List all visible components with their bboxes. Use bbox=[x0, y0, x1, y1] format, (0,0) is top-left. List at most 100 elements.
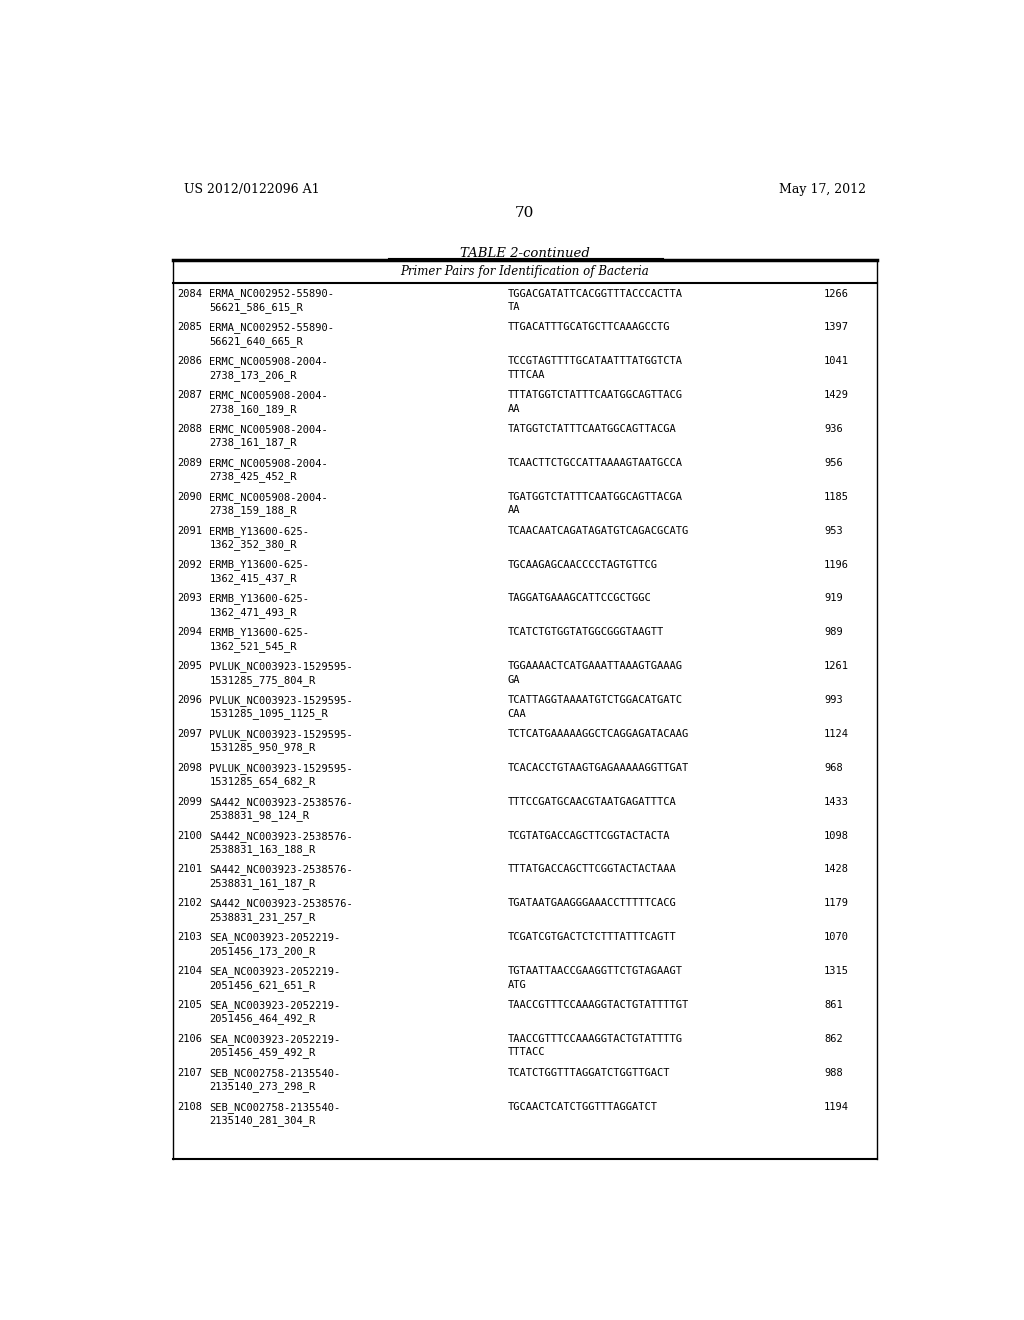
Text: SA442_NC003923-2538576-: SA442_NC003923-2538576- bbox=[209, 797, 353, 808]
Text: 1266: 1266 bbox=[824, 289, 849, 298]
Text: ERMC_NC005908-2004-: ERMC_NC005908-2004- bbox=[209, 458, 328, 469]
Text: TTTATGACCAGCTTCGGTACTACTAAA: TTTATGACCAGCTTCGGTACTACTAAA bbox=[508, 865, 677, 874]
Text: TCACACCTGTAAGTGAGAAAAAGGTTGAT: TCACACCTGTAAGTGAGAAAAAGGTTGAT bbox=[508, 763, 689, 772]
Text: Primer Pairs for Identification of Bacteria: Primer Pairs for Identification of Bacte… bbox=[400, 264, 649, 277]
Text: TGGACGATATTCACGGTTTACCCACTTA: TGGACGATATTCACGGTTTACCCACTTA bbox=[508, 289, 683, 298]
Text: 2089: 2089 bbox=[177, 458, 202, 467]
Text: 2099: 2099 bbox=[177, 797, 202, 807]
Text: 2086: 2086 bbox=[177, 356, 202, 366]
Text: PVLUK_NC003923-1529595-: PVLUK_NC003923-1529595- bbox=[209, 763, 353, 774]
Text: 1070: 1070 bbox=[824, 932, 849, 942]
Text: 919: 919 bbox=[824, 594, 843, 603]
Text: ERMB_Y13600-625-: ERMB_Y13600-625- bbox=[209, 560, 309, 570]
Text: TGATGGTCTATTTCAATGGCAGTTACGA: TGATGGTCTATTTCAATGGCAGTTACGA bbox=[508, 492, 683, 502]
Text: TGCAAGAGCAACCCCTAGTGTTCG: TGCAAGAGCAACCCCTAGTGTTCG bbox=[508, 560, 657, 569]
Text: 2102: 2102 bbox=[177, 899, 202, 908]
Text: 2738_173_206_R: 2738_173_206_R bbox=[209, 370, 297, 380]
Text: 862: 862 bbox=[824, 1034, 843, 1044]
Text: TTGACATTTGCATGCTTCAAAGCCTG: TTGACATTTGCATGCTTCAAAGCCTG bbox=[508, 322, 671, 333]
Text: SEA_NC003923-2052219-: SEA_NC003923-2052219- bbox=[209, 1001, 341, 1011]
Text: 2087: 2087 bbox=[177, 391, 202, 400]
Text: 953: 953 bbox=[824, 525, 843, 536]
Text: 1433: 1433 bbox=[824, 797, 849, 807]
Text: TTTATGGTCTATTTCAATGGCAGTTACG: TTTATGGTCTATTTCAATGGCAGTTACG bbox=[508, 391, 683, 400]
Text: 1362_521_545_R: 1362_521_545_R bbox=[209, 640, 297, 652]
Text: 1098: 1098 bbox=[824, 830, 849, 841]
Text: 956: 956 bbox=[824, 458, 843, 467]
Text: 1531285_950_978_R: 1531285_950_978_R bbox=[209, 742, 315, 754]
Text: 56621_586_615_R: 56621_586_615_R bbox=[209, 302, 303, 313]
Text: 1362_471_493_R: 1362_471_493_R bbox=[209, 607, 297, 618]
Text: SA442_NC003923-2538576-: SA442_NC003923-2538576- bbox=[209, 899, 353, 909]
Text: TA: TA bbox=[508, 302, 520, 312]
Text: 1185: 1185 bbox=[824, 492, 849, 502]
Text: 2135140_281_304_R: 2135140_281_304_R bbox=[209, 1115, 315, 1126]
Text: TCATCTGGTTTAGGATCTGGTTGACT: TCATCTGGTTTAGGATCTGGTTGACT bbox=[508, 1068, 671, 1077]
Text: 2095: 2095 bbox=[177, 661, 202, 671]
Text: 1531285_775_804_R: 1531285_775_804_R bbox=[209, 675, 315, 685]
Text: TCAACTTCTGCCATTAAAAGTAATGCCA: TCAACTTCTGCCATTAAAAGTAATGCCA bbox=[508, 458, 683, 467]
Text: SEA_NC003923-2052219-: SEA_NC003923-2052219- bbox=[209, 1034, 341, 1045]
Text: 2051456_459_492_R: 2051456_459_492_R bbox=[209, 1047, 315, 1059]
Text: 2738_425_452_R: 2738_425_452_R bbox=[209, 471, 297, 482]
Text: SEA_NC003923-2052219-: SEA_NC003923-2052219- bbox=[209, 932, 341, 944]
Text: 1531285_654_682_R: 1531285_654_682_R bbox=[209, 776, 315, 787]
Text: TAACCGTTTCCAAAGGTACTGTATTTTG: TAACCGTTTCCAAAGGTACTGTATTTTG bbox=[508, 1034, 683, 1044]
Text: 2085: 2085 bbox=[177, 322, 202, 333]
Text: 1315: 1315 bbox=[824, 966, 849, 975]
Text: SA442_NC003923-2538576-: SA442_NC003923-2538576- bbox=[209, 830, 353, 842]
Text: PVLUK_NC003923-1529595-: PVLUK_NC003923-1529595- bbox=[209, 696, 353, 706]
Text: 2088: 2088 bbox=[177, 424, 202, 434]
Text: TGCAACTCATCTGGTTTAGGATCT: TGCAACTCATCTGGTTTAGGATCT bbox=[508, 1102, 657, 1111]
Text: 2103: 2103 bbox=[177, 932, 202, 942]
Text: May 17, 2012: May 17, 2012 bbox=[779, 183, 866, 197]
Text: 70: 70 bbox=[515, 206, 535, 220]
Text: TGGAAAACTCATGAAATTAAAGTGAAAG: TGGAAAACTCATGAAATTAAAGTGAAAG bbox=[508, 661, 683, 671]
Text: 1261: 1261 bbox=[824, 661, 849, 671]
Text: 1196: 1196 bbox=[824, 560, 849, 569]
Text: 1531285_1095_1125_R: 1531285_1095_1125_R bbox=[209, 709, 328, 719]
Text: 1041: 1041 bbox=[824, 356, 849, 366]
Text: 2104: 2104 bbox=[177, 966, 202, 975]
Text: 2135140_273_298_R: 2135140_273_298_R bbox=[209, 1081, 315, 1092]
Text: ERMC_NC005908-2004-: ERMC_NC005908-2004- bbox=[209, 492, 328, 503]
Text: 2091: 2091 bbox=[177, 525, 202, 536]
Text: 2051456_173_200_R: 2051456_173_200_R bbox=[209, 945, 315, 957]
Text: TCATCTGTGGTATGGCGGGTAAGTT: TCATCTGTGGTATGGCGGGTAAGTT bbox=[508, 627, 664, 638]
Text: ERMA_NC002952-55890-: ERMA_NC002952-55890- bbox=[209, 289, 335, 300]
Text: SA442_NC003923-2538576-: SA442_NC003923-2538576- bbox=[209, 865, 353, 875]
Text: TCGATCGTGACTCTCTTTATTTCAGTT: TCGATCGTGACTCTCTTTATTTCAGTT bbox=[508, 932, 677, 942]
Text: ATG: ATG bbox=[508, 979, 526, 990]
Text: 2107: 2107 bbox=[177, 1068, 202, 1077]
Text: 56621_640_665_R: 56621_640_665_R bbox=[209, 335, 303, 347]
Text: TAACCGTTTCCAAAGGTACTGTATTTTGT: TAACCGTTTCCAAAGGTACTGTATTTTGT bbox=[508, 1001, 689, 1010]
Text: 2538831_231_257_R: 2538831_231_257_R bbox=[209, 912, 315, 923]
Text: PVLUK_NC003923-1529595-: PVLUK_NC003923-1529595- bbox=[209, 729, 353, 741]
Text: 968: 968 bbox=[824, 763, 843, 772]
Text: 2738_160_189_R: 2738_160_189_R bbox=[209, 404, 297, 414]
Text: PVLUK_NC003923-1529595-: PVLUK_NC003923-1529595- bbox=[209, 661, 353, 672]
Text: 2051456_621_651_R: 2051456_621_651_R bbox=[209, 979, 315, 990]
Text: 2106: 2106 bbox=[177, 1034, 202, 1044]
Text: 1179: 1179 bbox=[824, 899, 849, 908]
Text: TCTCATGAAAAAGGCTCAGGAGATACAAG: TCTCATGAAAAAGGCTCAGGAGATACAAG bbox=[508, 729, 689, 739]
Text: ERMB_Y13600-625-: ERMB_Y13600-625- bbox=[209, 594, 309, 605]
Text: 2101: 2101 bbox=[177, 865, 202, 874]
Text: GA: GA bbox=[508, 675, 520, 685]
Text: 1429: 1429 bbox=[824, 391, 849, 400]
Text: TTTCAA: TTTCAA bbox=[508, 370, 545, 380]
Text: 2738_159_188_R: 2738_159_188_R bbox=[209, 506, 297, 516]
Text: 2538831_163_188_R: 2538831_163_188_R bbox=[209, 843, 315, 855]
Text: TGTAATTAACCGAAGGTTCTGTAGAAGT: TGTAATTAACCGAAGGTTCTGTAGAAGT bbox=[508, 966, 683, 975]
Text: ERMA_NC002952-55890-: ERMA_NC002952-55890- bbox=[209, 322, 335, 334]
Text: SEA_NC003923-2052219-: SEA_NC003923-2052219- bbox=[209, 966, 341, 977]
Text: 2100: 2100 bbox=[177, 830, 202, 841]
Text: ERMC_NC005908-2004-: ERMC_NC005908-2004- bbox=[209, 424, 328, 436]
Text: TGATAATGAAGGGAAACCTTTTTCACG: TGATAATGAAGGGAAACCTTTTTCACG bbox=[508, 899, 677, 908]
Text: 1428: 1428 bbox=[824, 865, 849, 874]
Text: 2051456_464_492_R: 2051456_464_492_R bbox=[209, 1014, 315, 1024]
Text: 2094: 2094 bbox=[177, 627, 202, 638]
Text: TATGGTCTATTTCAATGGCAGTTACGA: TATGGTCTATTTCAATGGCAGTTACGA bbox=[508, 424, 677, 434]
Text: TCCGTAGTTTTGCATAATTTATGGTCTA: TCCGTAGTTTTGCATAATTTATGGTCTA bbox=[508, 356, 683, 366]
Text: 1194: 1194 bbox=[824, 1102, 849, 1111]
